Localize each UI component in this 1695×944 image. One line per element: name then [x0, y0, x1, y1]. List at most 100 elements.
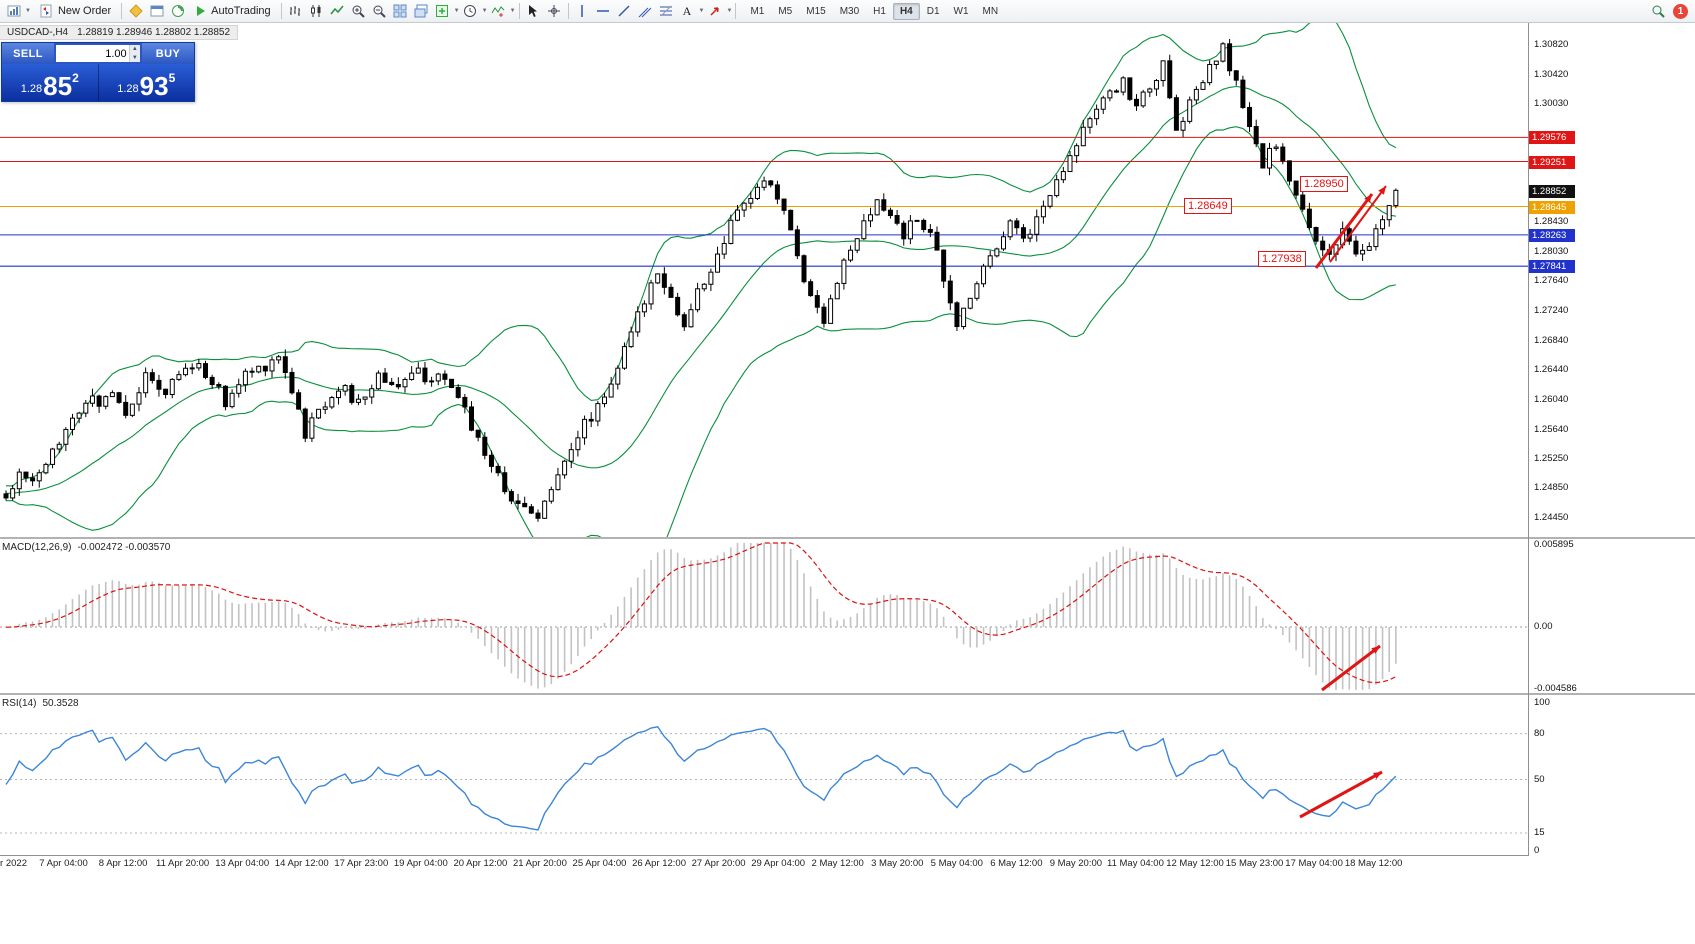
terminal-icon[interactable]: [146, 2, 167, 21]
zoom-out-icon[interactable]: [369, 2, 390, 21]
tab-timeframe-M1[interactable]: M1: [750, 5, 765, 17]
search-icon[interactable]: [1647, 2, 1668, 21]
toolbar-separator: [567, 3, 569, 19]
text-tool-dropdown-icon[interactable]: ▼: [698, 8, 705, 14]
tab-timeframe-H4[interactable]: H4: [892, 2, 920, 20]
toolbar-right: 1: [1647, 2, 1692, 21]
line-chart-mode-icon[interactable]: [327, 2, 348, 21]
arrow-tool-dropdown-icon[interactable]: ▼: [726, 8, 733, 14]
time-axis-label: 26 Apr 12:00: [632, 858, 686, 869]
rsi-label: RSI(14) 50.3528: [2, 698, 79, 709]
tab-timeframe-D1[interactable]: D1: [926, 5, 940, 17]
metaeditor-icon[interactable]: [125, 2, 146, 21]
axis-tick-label: 1.25640: [1534, 423, 1569, 435]
tab-timeframe-M5[interactable]: M5: [778, 5, 793, 17]
sell-price-display[interactable]: 1.28 85 2: [2, 64, 99, 101]
candlestick-mode-icon[interactable]: [306, 2, 327, 21]
axis-tick-label: -0.004586: [1534, 683, 1577, 694]
panel-separator[interactable]: [0, 537, 1695, 539]
time-axis-label: 2 May 12:00: [811, 858, 864, 869]
volume-field: ▲ ▼: [56, 45, 140, 62]
volume-decrease-button[interactable]: ▼: [129, 53, 140, 62]
tab-timeframe-H1[interactable]: H1: [873, 5, 886, 17]
macd-indicator-panel[interactable]: [0, 540, 1529, 693]
axis-tick-label: 1.26840: [1534, 334, 1569, 346]
period-dropdown-icon[interactable]: ▼: [481, 8, 488, 14]
axis-tick-label: 0: [1534, 845, 1540, 856]
axis-tick-label: 50: [1534, 774, 1545, 785]
buy-button[interactable]: BUY: [142, 43, 194, 64]
axis-tick-label: 0.00: [1534, 621, 1553, 632]
strategy-tester-icon[interactable]: [167, 2, 188, 21]
volume-increase-button[interactable]: ▲: [129, 45, 140, 54]
axis-tick-label: 1.26440: [1534, 364, 1569, 376]
fibonacci-tool-icon[interactable]: [656, 2, 677, 21]
autotrading-label: AutoTrading: [211, 5, 271, 17]
price-annotation-label[interactable]: 1.28950: [1300, 175, 1348, 192]
new-chart-dropdown-icon[interactable]: ▼: [25, 8, 31, 14]
horizontal-line-tool-icon[interactable]: [593, 2, 614, 21]
tile-windows-icon[interactable]: [390, 2, 411, 21]
vertical-line-tool-icon[interactable]: [572, 2, 593, 21]
text-tool-icon[interactable]: A: [677, 2, 698, 21]
zoom-in-icon[interactable]: [348, 2, 369, 21]
cascade-windows-icon[interactable]: [411, 2, 432, 21]
time-axis-label: 17 Apr 23:00: [334, 858, 389, 869]
axis-tick-label: 1.24850: [1534, 482, 1569, 494]
notifications-badge[interactable]: 1: [1673, 3, 1688, 19]
tab-timeframe-W1[interactable]: W1: [953, 5, 969, 17]
price-axis-tag: 1.28645: [1529, 200, 1575, 214]
channel-tool-icon[interactable]: [635, 2, 656, 21]
time-axis-label: 17 May 04:00: [1285, 858, 1343, 869]
main-toolbar: ▼ New Order AutoTrading ▼ ▼ ▼ A ▼: [0, 0, 1695, 23]
new-chart-icon[interactable]: [3, 2, 24, 21]
new-window-dropdown-icon[interactable]: ▼: [453, 8, 460, 14]
macd-label: MACD(12,26,9) -0.002472 -0.003570: [2, 542, 170, 553]
price-axis[interactable]: 1.30820 1.30420 1.30030 1.28430 1.28030 1.276…: [1529, 0, 1695, 944]
axis-tick-label: 1.24450: [1534, 511, 1569, 523]
axis-tick-label: 1.30820: [1534, 39, 1569, 50]
autotrading-button[interactable]: AutoTrading: [188, 0, 278, 23]
price-annotation-label[interactable]: 1.28649: [1184, 198, 1232, 215]
time-axis-label: 19 Apr 04:00: [393, 858, 448, 869]
volume-input[interactable]: [56, 45, 129, 62]
time-axis-label: 13 Apr 04:00: [215, 858, 270, 869]
bar-chart-mode-icon[interactable]: [285, 2, 306, 21]
buy-price-pip: 5: [168, 71, 176, 85]
time-axis[interactable]: 6 Apr 2022 7 Apr 04:00 8 Apr 12:00 11 Apr 2…: [0, 855, 1529, 872]
chart-title-strip: USDCAD-,H4 1.28819 1.28946 1.28802 1.288…: [0, 25, 239, 40]
new-order-button[interactable]: New Order: [31, 0, 118, 23]
time-axis-label: 12 May 12:00: [1166, 858, 1224, 869]
panel-separator[interactable]: [0, 693, 1695, 695]
rsi-value: 50.3528: [42, 698, 79, 709]
axis-tick-label: 1.30420: [1534, 68, 1569, 80]
time-axis-label: 29 Apr 04:00: [751, 858, 806, 869]
cursor-icon[interactable]: [523, 2, 544, 21]
time-axis-label: 20 Apr 12:00: [453, 858, 508, 869]
price-axis-tag: 1.27841: [1529, 260, 1575, 274]
tab-timeframe-MN[interactable]: MN: [982, 5, 999, 17]
price-axis-tag: 1.29251: [1529, 155, 1575, 169]
buy-price-display[interactable]: 1.28 93 5: [99, 64, 195, 101]
tab-timeframe-M30[interactable]: M30: [839, 5, 860, 17]
main-price-chart[interactable]: [0, 22, 1529, 537]
chart-symbol-period: USDCAD-,H4: [7, 27, 69, 38]
period-clock-icon[interactable]: [460, 2, 481, 21]
indicators-icon[interactable]: [488, 2, 509, 21]
time-axis-label: 11 Apr 20:00: [156, 858, 210, 869]
sell-button[interactable]: SELL: [2, 43, 54, 64]
rsi-indicator-panel[interactable]: [0, 696, 1529, 855]
new-order-icon: [38, 2, 54, 21]
chart-ohlc-values: 1.28819 1.28946 1.28802 1.28852: [77, 27, 231, 38]
crosshair-icon[interactable]: [544, 2, 565, 21]
time-axis-label: 7 Apr 04:00: [39, 858, 88, 869]
trendline-tool-icon[interactable]: [614, 2, 635, 21]
axis-tick-label: 15: [1534, 827, 1545, 838]
price-annotation-label[interactable]: 1.27938: [1258, 251, 1306, 267]
tab-timeframe-M15[interactable]: M15: [806, 5, 826, 17]
axis-tick-label: 1.28030: [1534, 246, 1569, 258]
indicators-dropdown-icon[interactable]: ▼: [509, 8, 516, 14]
toolbar-separator: [518, 3, 520, 19]
new-window-icon[interactable]: [432, 2, 453, 21]
arrow-tool-icon[interactable]: [704, 2, 725, 21]
